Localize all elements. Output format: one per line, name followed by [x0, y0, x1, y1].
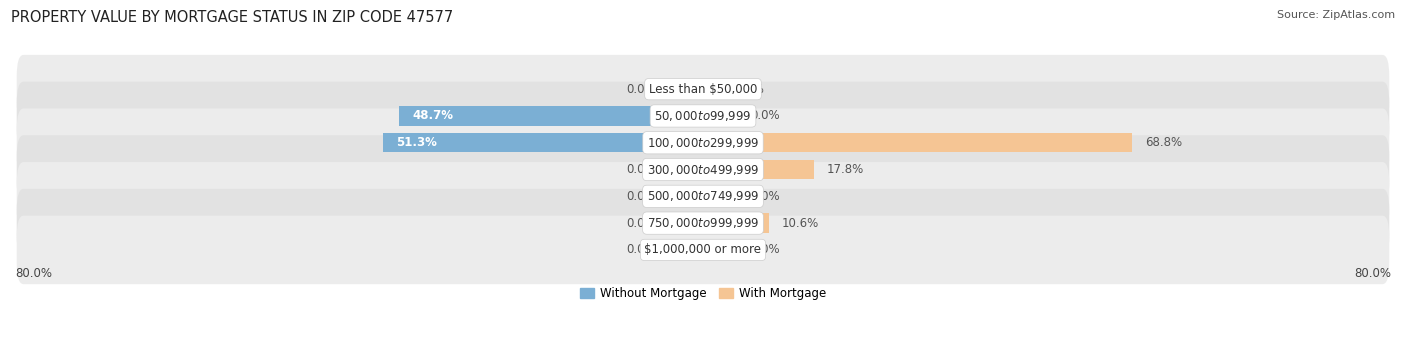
- Text: 0.0%: 0.0%: [626, 163, 655, 176]
- Text: 0.0%: 0.0%: [751, 243, 780, 256]
- Bar: [384, 133, 703, 152]
- Text: 2.9%: 2.9%: [734, 83, 763, 96]
- Text: 0.0%: 0.0%: [626, 217, 655, 229]
- FancyBboxPatch shape: [17, 82, 1389, 150]
- Text: $100,000 to $299,999: $100,000 to $299,999: [647, 136, 759, 150]
- FancyBboxPatch shape: [17, 162, 1389, 231]
- Text: 0.0%: 0.0%: [626, 243, 655, 256]
- Text: Source: ZipAtlas.com: Source: ZipAtlas.com: [1277, 10, 1395, 20]
- Bar: [703, 213, 769, 233]
- Bar: [703, 79, 721, 99]
- Text: 0.0%: 0.0%: [626, 190, 655, 203]
- Bar: [703, 160, 814, 179]
- Bar: [664, 187, 703, 206]
- Bar: [664, 240, 703, 260]
- Text: PROPERTY VALUE BY MORTGAGE STATUS IN ZIP CODE 47577: PROPERTY VALUE BY MORTGAGE STATUS IN ZIP…: [11, 10, 454, 25]
- Text: $50,000 to $99,999: $50,000 to $99,999: [654, 109, 752, 123]
- Text: 80.0%: 80.0%: [15, 267, 52, 280]
- Bar: [664, 79, 703, 99]
- Text: $500,000 to $749,999: $500,000 to $749,999: [647, 189, 759, 203]
- FancyBboxPatch shape: [17, 216, 1389, 284]
- Text: 80.0%: 80.0%: [1354, 267, 1391, 280]
- Text: 0.0%: 0.0%: [751, 109, 780, 122]
- Bar: [664, 160, 703, 179]
- Bar: [703, 187, 742, 206]
- Text: $750,000 to $999,999: $750,000 to $999,999: [647, 216, 759, 230]
- Text: 0.0%: 0.0%: [626, 83, 655, 96]
- Text: 51.3%: 51.3%: [396, 136, 437, 149]
- Text: $300,000 to $499,999: $300,000 to $499,999: [647, 163, 759, 177]
- Text: $1,000,000 or more: $1,000,000 or more: [644, 243, 762, 256]
- Text: 10.6%: 10.6%: [782, 217, 820, 229]
- FancyBboxPatch shape: [17, 55, 1389, 123]
- Text: 0.0%: 0.0%: [751, 190, 780, 203]
- Text: 68.8%: 68.8%: [1144, 136, 1182, 149]
- Bar: [664, 213, 703, 233]
- Bar: [703, 133, 1132, 152]
- FancyBboxPatch shape: [17, 189, 1389, 257]
- Text: Less than $50,000: Less than $50,000: [648, 83, 758, 96]
- Bar: [703, 240, 742, 260]
- Bar: [399, 106, 703, 125]
- Text: 48.7%: 48.7%: [412, 109, 453, 122]
- FancyBboxPatch shape: [17, 108, 1389, 177]
- Legend: Without Mortgage, With Mortgage: Without Mortgage, With Mortgage: [575, 282, 831, 305]
- Bar: [703, 106, 742, 125]
- FancyBboxPatch shape: [17, 135, 1389, 204]
- Text: 17.8%: 17.8%: [827, 163, 865, 176]
